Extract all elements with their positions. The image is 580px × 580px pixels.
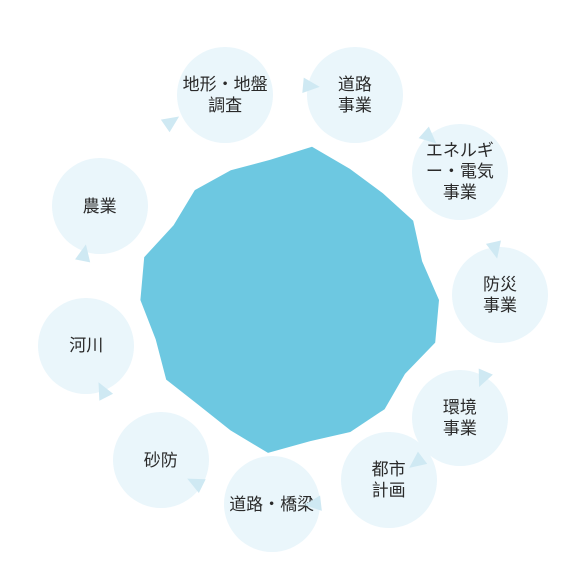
- ring-arrow: [294, 71, 325, 102]
- node-label: 砂防: [144, 450, 178, 471]
- node-label: 地形・地盤 調査: [183, 74, 268, 117]
- ring-arrow: [298, 488, 329, 519]
- node-n8[interactable]: 河川: [38, 298, 134, 394]
- node-label: 道路 事業: [338, 74, 372, 117]
- ring-arrow: [68, 237, 101, 270]
- node-n9[interactable]: 農業: [52, 158, 148, 254]
- node-label: 防災 事業: [483, 274, 517, 317]
- node-n0[interactable]: 地形・地盤 調査: [177, 47, 273, 143]
- node-label: 農業: [83, 196, 117, 217]
- center-blob: [130, 140, 450, 460]
- node-label: 河川: [69, 335, 103, 356]
- node-label: 環境 事業: [443, 397, 477, 440]
- diagram-stage: 地形・地盤 調査道路 事業エネルギー・電気 事業防災 事業環境 事業都市 計画道…: [0, 0, 580, 580]
- node-label: 都市 計画: [372, 459, 406, 502]
